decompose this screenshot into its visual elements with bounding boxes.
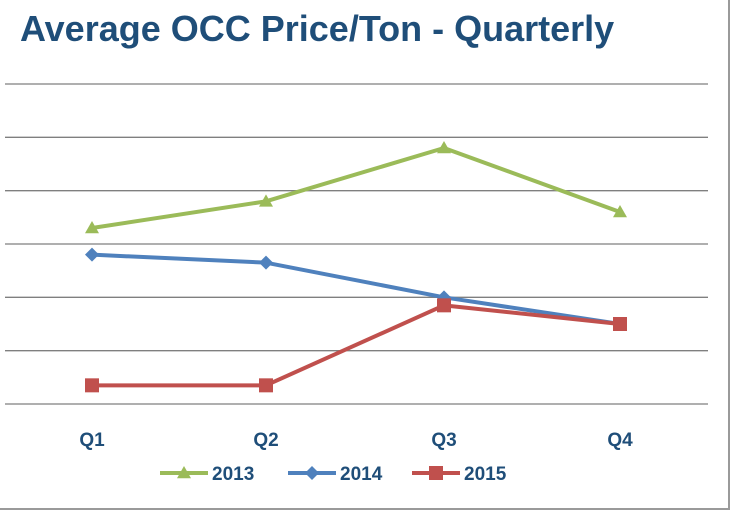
legend-item-2014: 2014 [288, 464, 383, 485]
legend-label: 2013 [212, 464, 254, 485]
legend-item-2015: 2015 [412, 464, 507, 485]
data-point-2013-Q3 [437, 141, 451, 154]
x-tick-label: Q2 [253, 430, 278, 451]
gridlines [5, 83, 708, 405]
data-point-2015-Q1 [85, 378, 99, 393]
data-point-2013-Q2 [259, 194, 273, 207]
data-point-2014-Q1 [85, 247, 99, 262]
series-2014 [85, 247, 627, 331]
data-point-2015-Q4 [613, 317, 627, 331]
x-tick-label: Q3 [431, 430, 456, 451]
legend-marker [177, 466, 191, 479]
data-point-2013-Q1 [85, 221, 99, 234]
chart-title: Average OCC Price/Ton - Quarterly [20, 8, 615, 49]
data-point-2015-Q2 [259, 378, 273, 393]
data-point-2013-Q4 [613, 205, 627, 218]
legend-label: 2015 [464, 464, 507, 485]
legend-marker [305, 466, 319, 480]
series-lines [85, 141, 627, 393]
legend-label: 2014 [340, 464, 383, 485]
series-line-2015 [92, 303, 621, 388]
series-2013 [85, 141, 627, 234]
legend-marker [429, 466, 443, 480]
x-axis-ticks: Q1 Q2 Q3 Q4 [79, 430, 633, 451]
legend-item-2013: 2013 [160, 464, 254, 485]
legend: 2013 2014 2015 [160, 464, 507, 485]
series-line-2013 [91, 146, 621, 230]
series-2015 [85, 298, 627, 393]
x-tick-label: Q1 [79, 430, 105, 451]
series-line-2014 [91, 252, 621, 326]
x-tick-label: Q4 [607, 430, 633, 451]
data-point-2015-Q3 [437, 298, 451, 313]
data-point-2014-Q2 [259, 255, 273, 270]
